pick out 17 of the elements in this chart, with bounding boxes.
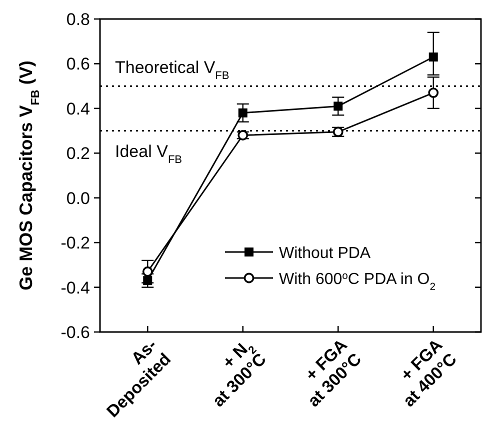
y-tick-label: -0.6 xyxy=(60,323,90,342)
legend-label: Without PDA xyxy=(279,245,371,262)
point xyxy=(142,266,153,277)
y-tick-label: 0.4 xyxy=(66,99,90,118)
y-tick-label: 0.2 xyxy=(66,144,90,164)
ref-line-label: Theoretical V$_{FB}$ xyxy=(115,58,230,82)
point xyxy=(428,88,439,98)
y-tick-label: 0.0 xyxy=(66,188,90,208)
y-tick-label: 0.8 xyxy=(66,10,90,29)
y-tick-label: 0.6 xyxy=(66,54,90,74)
legend-label: With 600$^{o}$C PDA in O$_{2}$ xyxy=(279,270,436,292)
ref-line-label: Ideal V$_{FB}$ xyxy=(115,142,182,166)
point xyxy=(334,102,343,111)
y-tick-label: -0.2 xyxy=(60,234,90,253)
y-tick-label: -0.4 xyxy=(60,278,90,298)
point xyxy=(428,52,438,62)
point xyxy=(238,108,248,118)
